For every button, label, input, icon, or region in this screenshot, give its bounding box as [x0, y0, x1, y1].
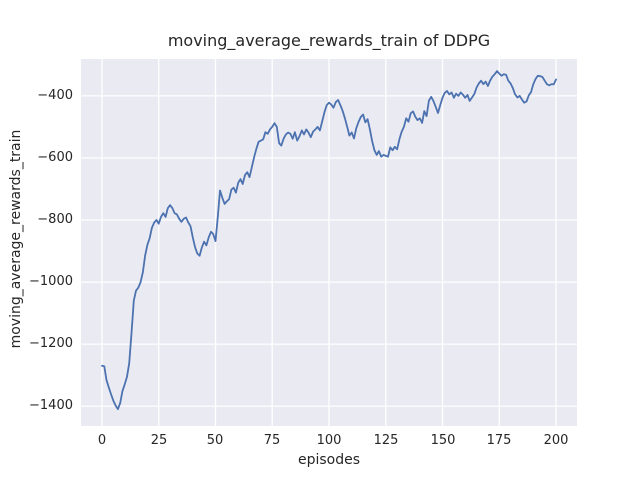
x-tick-label: 175 [486, 433, 512, 448]
x-tick-label: 75 [263, 433, 281, 448]
y-tick-label: −400 [37, 88, 73, 103]
y-axis-label: moving_average_rewards_train [8, 129, 24, 349]
y-tick-label: −1000 [29, 274, 73, 289]
x-tick-label: 125 [373, 433, 399, 448]
x-axis-label: episodes [297, 452, 361, 468]
y-tick-label: −800 [37, 212, 73, 227]
x-tick-label: 25 [150, 433, 168, 448]
x-tick-label: 0 [97, 433, 107, 448]
x-tick-label: 50 [206, 433, 224, 448]
plot-area [81, 59, 577, 426]
y-tick-label: −600 [37, 150, 73, 165]
chart-title: moving_average_rewards_train of DDPG [167, 31, 491, 50]
x-tick-label: 200 [543, 433, 569, 448]
y-tick-label: −1400 [29, 398, 73, 413]
line-chart [81, 59, 577, 426]
gridlines [81, 59, 577, 426]
x-tick-label: 150 [430, 433, 456, 448]
x-tick-label: 100 [316, 433, 342, 448]
y-tick-label: −1200 [29, 336, 73, 351]
series-line [101, 70, 557, 411]
